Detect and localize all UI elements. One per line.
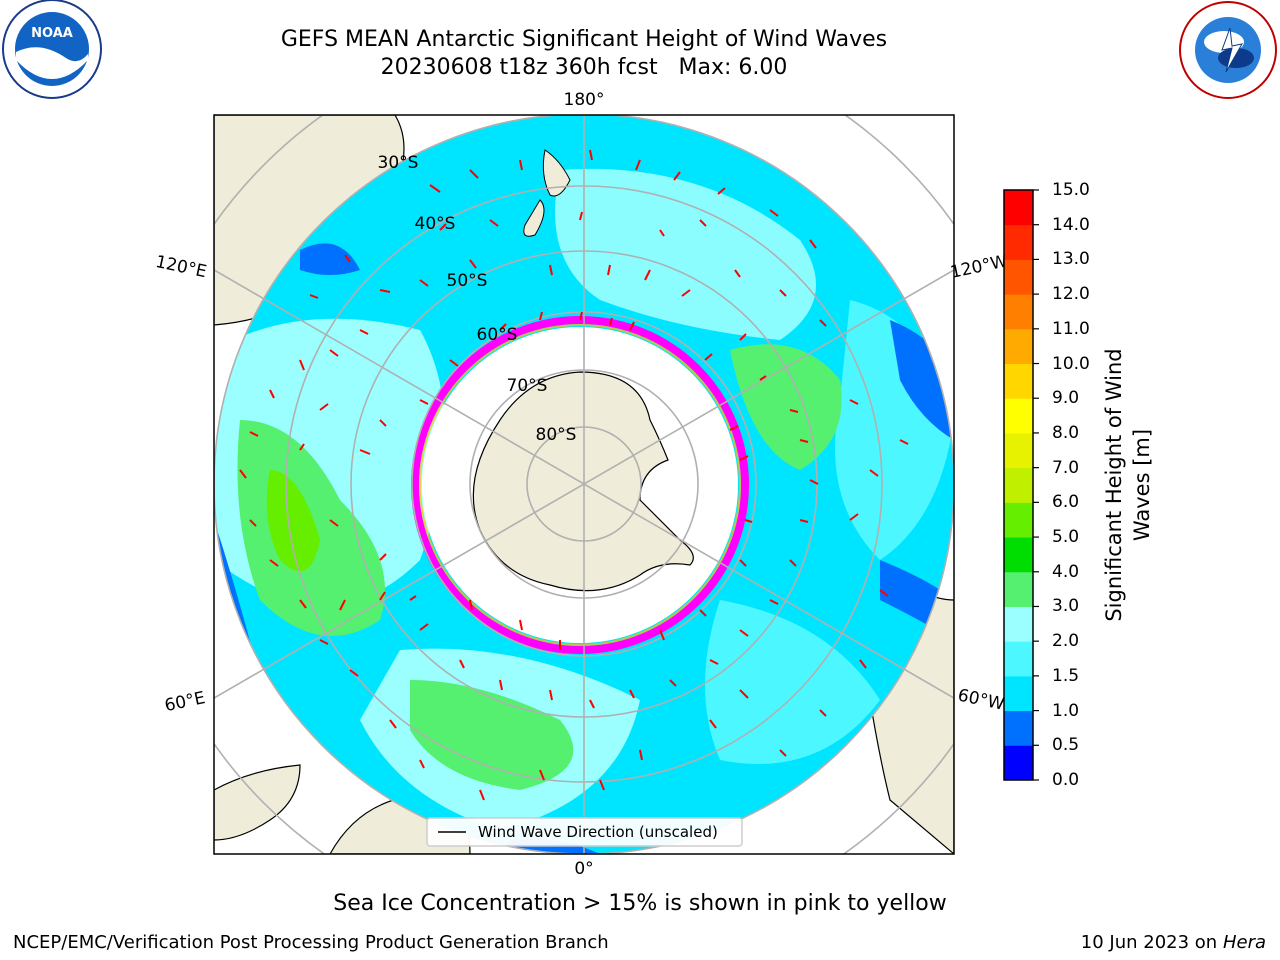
colorbar-tick-label: 6.0 <box>1052 492 1080 513</box>
colorbar-border <box>1003 189 1034 781</box>
colorbar-title-line1: Significant Height of Wind <box>1102 348 1126 622</box>
colorbar-tick-label: 8.0 <box>1052 422 1080 443</box>
colorbar-swatch <box>1004 606 1033 642</box>
lat-label-80s: 80°S <box>536 425 577 445</box>
colorbar-swatch <box>1004 224 1033 260</box>
sea-ice-note: Sea Ice Concentration > 15% is shown in … <box>333 891 947 916</box>
colorbar-swatch <box>1004 432 1033 469</box>
colorbar-swatch <box>1004 502 1033 538</box>
colorbar-tick-label: 11.0 <box>1052 318 1090 339</box>
lat-label-60s: 60°S <box>477 325 518 345</box>
colorbar-swatch <box>1004 537 1033 573</box>
lon-label-0: 0° <box>574 859 593 879</box>
noaa-logo-text: NOAA <box>31 26 73 41</box>
map-legend: Wind Wave Direction (unscaled) <box>426 817 743 847</box>
lon-label-60e: 60°E <box>163 688 207 716</box>
chart-subtitle: 20230608 t18z 360h fcst Max: 6.00 <box>380 55 788 80</box>
colorbar-tick-label: 4.0 <box>1052 561 1080 582</box>
lon-label-120e: 120°E <box>154 252 209 282</box>
colorbar-tick-label: 15.0 <box>1052 180 1090 200</box>
colorbar-swatch <box>1004 294 1033 330</box>
colorbar-tick-label: 5.0 <box>1052 527 1080 548</box>
lat-label-50s: 50°S <box>447 271 488 291</box>
lat-label-30s: 30°S <box>378 153 419 173</box>
colorbar-tick-label: 3.0 <box>1052 596 1080 617</box>
land-madagascar <box>214 764 301 841</box>
colorbar-tick-label: 2.0 <box>1052 631 1080 652</box>
legend-label: Wind Wave Direction (unscaled) <box>478 823 718 841</box>
wind-wave-arrows <box>239 149 909 801</box>
colorbar-swatch <box>1004 363 1033 399</box>
colorbar-tick-label: 0.0 <box>1052 770 1080 790</box>
colorbar-tick-label: 13.0 <box>1052 249 1090 270</box>
colorbar-swatch <box>1004 467 1033 503</box>
colorbar-swatch <box>1004 675 1033 712</box>
footer-date: 10 Jun 2023 on Hera <box>1081 932 1266 953</box>
colorbar-tick-label: 1.0 <box>1052 700 1080 721</box>
lon-label-60w: 60°W <box>956 685 1006 714</box>
footer-date-text: 10 Jun 2023 on <box>1080 932 1218 953</box>
colorbar-tick-label: 14.0 <box>1052 214 1090 235</box>
colorbar-tick-label: 1.5 <box>1052 665 1080 686</box>
colorbar-tick-label: 10.0 <box>1052 353 1090 374</box>
footer-branch: NCEP/EMC/Verification Post Processing Pr… <box>13 932 609 953</box>
footer-machine: Hera <box>1222 932 1266 953</box>
colorbar-swatch <box>1004 710 1033 746</box>
noaa-logo: NOAA <box>2 0 102 99</box>
nws-logo <box>1179 1 1277 99</box>
colorbar-tick-label: 0.5 <box>1052 735 1080 756</box>
colorbar-swatch <box>1004 190 1033 226</box>
colorbar-title-line2: Waves [m] <box>1130 428 1154 542</box>
colorbar <box>1003 189 1039 781</box>
colorbar-swatch <box>1004 745 1033 781</box>
colorbar-swatch <box>1004 259 1033 295</box>
colorbar-swatch <box>1004 641 1033 677</box>
colorbar-tick-label: 9.0 <box>1052 388 1080 409</box>
lon-label-180: 180° <box>564 90 605 110</box>
map-frame <box>213 114 955 855</box>
colorbar-swatch <box>1004 398 1033 434</box>
colorbar-swatch <box>1004 571 1033 607</box>
colorbar-tick-label: 12.0 <box>1052 284 1090 305</box>
lat-label-70s: 70°S <box>507 376 548 396</box>
lon-label-120w: 120°W <box>949 251 1010 283</box>
colorbar-swatch <box>1004 328 1033 365</box>
colorbar-tick-label: 7.0 <box>1052 457 1080 478</box>
chart-title: GEFS MEAN Antarctic Significant Height o… <box>280 27 888 52</box>
lat-label-40s: 40°S <box>415 214 456 234</box>
colorbar-title: Significant Height of Wind Waves [m] <box>1100 325 1156 645</box>
